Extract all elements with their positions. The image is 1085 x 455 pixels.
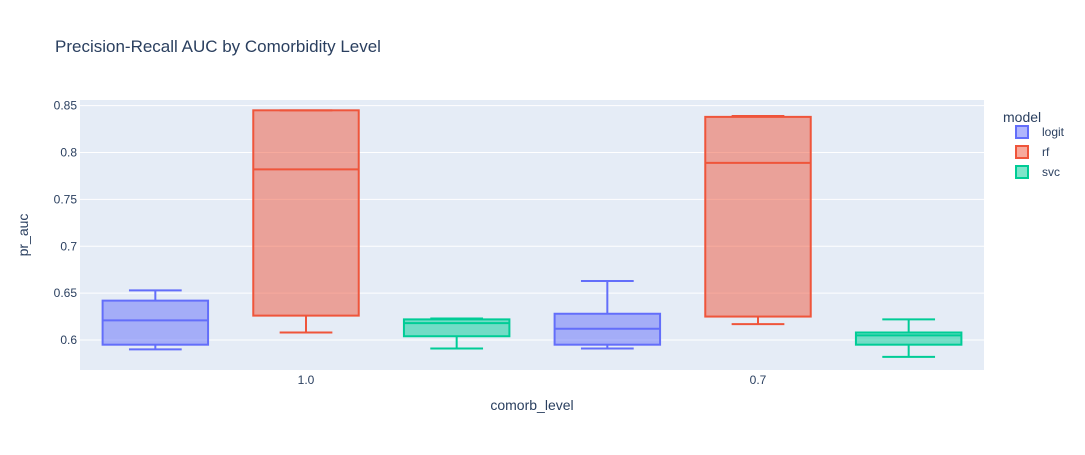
legend-item-rf[interactable]: rf (1015, 145, 1050, 159)
box-logit (101, 289, 210, 351)
x-axis-label: comorb_level (490, 397, 573, 413)
box-iqr (704, 115, 812, 318)
legend-title: model (1003, 109, 1041, 125)
x-tick-labels: 1.0 0.7 (298, 373, 767, 387)
legend-swatch (1015, 145, 1029, 159)
chart-title: Precision-Recall AUC by Comorbidity Leve… (55, 37, 381, 56)
boxes (101, 109, 963, 358)
y-tick-label: 0.65 (54, 286, 78, 300)
legend-label: rf (1042, 145, 1050, 159)
box-iqr (101, 299, 210, 346)
legend-swatch (1015, 125, 1029, 139)
x-tick-label: 0.7 (750, 373, 767, 387)
legend-label: svc (1042, 165, 1060, 179)
y-tick-label: 0.6 (60, 333, 77, 347)
box-iqr (252, 109, 360, 317)
y-tick-label: 0.75 (54, 192, 78, 206)
box-svc (402, 317, 511, 350)
box-svc (854, 318, 963, 358)
box-rf (252, 109, 360, 334)
legend-item-svc[interactable]: svc (1015, 165, 1060, 179)
y-tick-label: 0.8 (60, 146, 77, 160)
box-rf (704, 114, 812, 326)
legend[interactable]: model logit rf svc (1003, 109, 1065, 179)
plot-area (80, 100, 984, 370)
x-tick-label: 1.0 (298, 373, 315, 387)
legend-label: logit (1042, 125, 1065, 139)
y-tick-labels: 0.6 0.65 0.7 0.75 0.8 0.85 (54, 99, 78, 347)
box-iqr (402, 318, 511, 338)
gridlines (80, 105, 984, 341)
y-tick-label: 0.85 (54, 99, 78, 113)
y-tick-label: 0.7 (60, 239, 77, 253)
legend-item-logit[interactable]: logit (1015, 125, 1065, 139)
box-logit (553, 279, 662, 350)
y-axis-label: pr_auc (15, 214, 31, 257)
legend-items[interactable]: logit rf svc (1015, 125, 1065, 179)
legend-swatch (1015, 165, 1029, 179)
